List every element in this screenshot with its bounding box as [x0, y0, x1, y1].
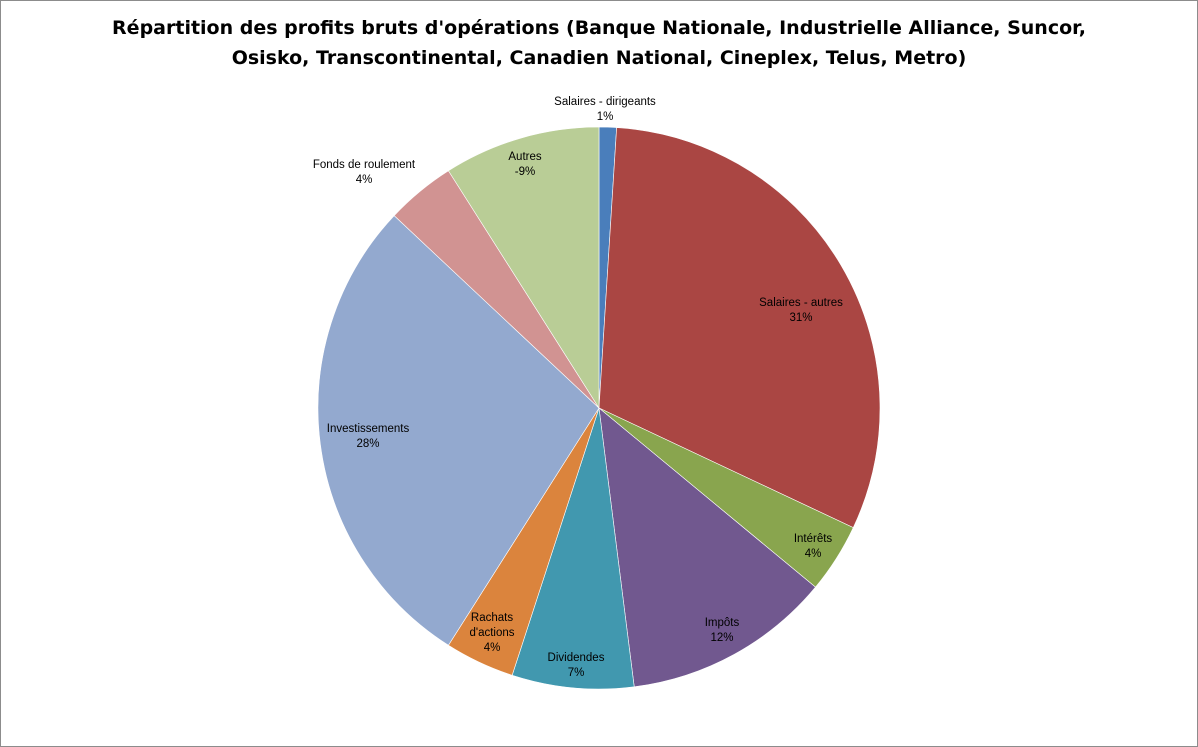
- slice-label-name: Dividendes: [548, 652, 605, 664]
- slice-label: Dividendes 7%: [548, 652, 605, 679]
- pie-slice: [317, 215, 600, 646]
- pie-labels: Salaires - dirigeants 1% Salaires - autres…: [313, 96, 843, 679]
- slice-label: Autres -9%: [508, 151, 541, 178]
- slice-label: Investissements 28%: [327, 423, 410, 450]
- slice-label-name: d'actions: [469, 627, 514, 639]
- slice-label-name: Rachats: [471, 612, 513, 624]
- slice-label-name: Autres: [508, 151, 541, 163]
- pie-slice: [448, 126, 600, 410]
- pie-slices: [317, 126, 881, 690]
- slice-label: Rachats d'actions 4%: [469, 612, 514, 654]
- slice-label-value: -9%: [515, 166, 535, 178]
- pie-slice: [598, 127, 881, 529]
- slice-label-value: 1%: [597, 111, 614, 123]
- slice-label: Salaires - dirigeants 1%: [554, 96, 656, 123]
- pie-slice: [511, 407, 635, 690]
- slice-label-value: 4%: [484, 642, 501, 654]
- slice-label-value: 7%: [568, 667, 585, 679]
- slice-label-value: 28%: [356, 438, 379, 450]
- pie-slice: [598, 407, 816, 688]
- slice-label-value: 31%: [789, 312, 812, 324]
- chart-title-line-1: Répartition des profits bruts d'opératio…: [112, 17, 1086, 39]
- slice-label-name: Salaires - autres: [759, 297, 843, 309]
- chart-title-line-2: Osisko, Transcontinental, Canadien Natio…: [231, 47, 967, 69]
- chart-title: Répartition des profits bruts d'opératio…: [1, 13, 1197, 73]
- slice-label-name: Impôts: [705, 617, 740, 629]
- slice-label: Intérêts 4%: [794, 533, 833, 560]
- slice-label: Impôts 12%: [705, 617, 740, 644]
- slice-label-value: 12%: [710, 632, 733, 644]
- slice-label-value: 4%: [805, 548, 822, 560]
- slice-label-name: Fonds de roulement: [313, 159, 416, 171]
- slice-label-name: Investissements: [327, 423, 410, 435]
- slice-label-name: Intérêts: [794, 533, 833, 545]
- slice-label-name: Salaires - dirigeants: [554, 96, 656, 108]
- slice-label: Fonds de roulement 4%: [313, 159, 416, 186]
- slice-label: Salaires - autres 31%: [759, 297, 843, 324]
- slice-label-value: 4%: [356, 174, 373, 186]
